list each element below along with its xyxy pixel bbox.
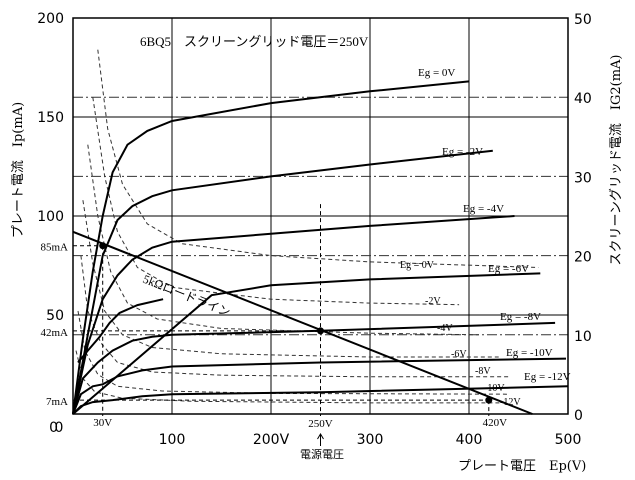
screen-curve-label: -10V bbox=[484, 383, 505, 394]
plate-curve-label: Eg = -10V bbox=[506, 347, 553, 359]
grid bbox=[73, 18, 568, 414]
y2-axis-label: スクリーングリッド電流 IG2(mA) bbox=[609, 54, 624, 265]
curves bbox=[72, 49, 569, 446]
screen-current-curve bbox=[80, 255, 509, 378]
screen-current-curve bbox=[82, 200, 499, 358]
supply-voltage-label: 電源電圧 bbox=[300, 447, 344, 461]
screen-current-curve bbox=[92, 97, 460, 306]
plate-curve-label: Eg = -2V bbox=[442, 146, 483, 158]
x-axis-label: プレート電圧 Ep(V) bbox=[458, 459, 586, 474]
screen-current-curve bbox=[87, 144, 479, 336]
chart-title: 6BQ5 スクリーングリッド電圧＝250V bbox=[140, 34, 369, 49]
operating-point bbox=[485, 396, 493, 404]
op-voltage-label: 30V bbox=[93, 417, 112, 429]
x-tick-label: 300 bbox=[357, 432, 384, 448]
screen-curve-label: -8V bbox=[475, 366, 491, 377]
plate-current-curve bbox=[72, 357, 567, 415]
y-tick-label: 150 bbox=[37, 110, 64, 126]
plot-frame bbox=[72, 17, 569, 415]
operating-point bbox=[99, 242, 107, 250]
op-current-label: 7mA bbox=[46, 396, 68, 408]
op-current-label: 42mA bbox=[41, 327, 69, 339]
plate-current-curve bbox=[72, 80, 470, 415]
y2-tick-label: 30 bbox=[574, 170, 592, 186]
plate-current-curve bbox=[72, 321, 556, 415]
plate-current-curve bbox=[72, 215, 515, 415]
y2-tick-label: 10 bbox=[574, 329, 592, 345]
op-voltage-label: 420V bbox=[483, 417, 508, 429]
plate-curve-label: Eg = -4V bbox=[463, 203, 504, 215]
supply-arrow-icon bbox=[317, 433, 324, 446]
x-tick-label: 500 bbox=[555, 432, 582, 448]
y2-tick-label: 40 bbox=[574, 91, 592, 107]
y-tick-label: 0 bbox=[49, 420, 58, 436]
plate-current-curve bbox=[72, 385, 569, 415]
labels: 0 100 200V 300 400 500 0 50 100 150 200 0 10 20 30 40 50… bbox=[37, 11, 592, 448]
operating-point bbox=[317, 327, 324, 335]
screen-curve-label: Eg = 0V bbox=[400, 260, 435, 271]
load-line bbox=[72, 230, 533, 415]
screen-curve-label: -4V bbox=[437, 323, 453, 334]
x-tick-label: 200V bbox=[253, 432, 290, 448]
load-line-label: 5kΩロードライン bbox=[141, 272, 232, 320]
plate-current-curve bbox=[77, 298, 164, 364]
op-voltage-label: 250V bbox=[308, 418, 333, 430]
y-tick-label: 50 bbox=[46, 308, 64, 324]
plate-curve-label: Eg = -12V bbox=[524, 371, 571, 383]
x-tick-label: 100 bbox=[159, 432, 186, 448]
op-current-label: 85mA bbox=[41, 242, 69, 254]
screen-current-curve bbox=[97, 49, 539, 268]
screen-curve-label: -2V bbox=[425, 296, 441, 307]
screen-curve-label: -6V bbox=[451, 349, 467, 360]
plate-curve-label: Eg = 0V bbox=[418, 67, 455, 79]
plate-curve-label: Eg = -8V bbox=[500, 311, 541, 323]
screen-curve-label: -12V bbox=[500, 397, 521, 408]
y2-tick-label: 0 bbox=[574, 408, 583, 424]
y2-tick-label: 20 bbox=[574, 250, 592, 266]
y-tick-label: 100 bbox=[37, 209, 64, 225]
y-tick-label: 200 bbox=[37, 11, 64, 27]
y2-tick-label: 50 bbox=[574, 12, 592, 28]
plate-curve-label: Eg = -6V bbox=[488, 263, 529, 275]
plate-current-curve bbox=[72, 149, 493, 415]
y-axis-label: プレート電流 Ip(mA) bbox=[11, 102, 26, 238]
x-tick-label: 400 bbox=[456, 432, 483, 448]
x-tick-label: 0 bbox=[55, 420, 64, 436]
